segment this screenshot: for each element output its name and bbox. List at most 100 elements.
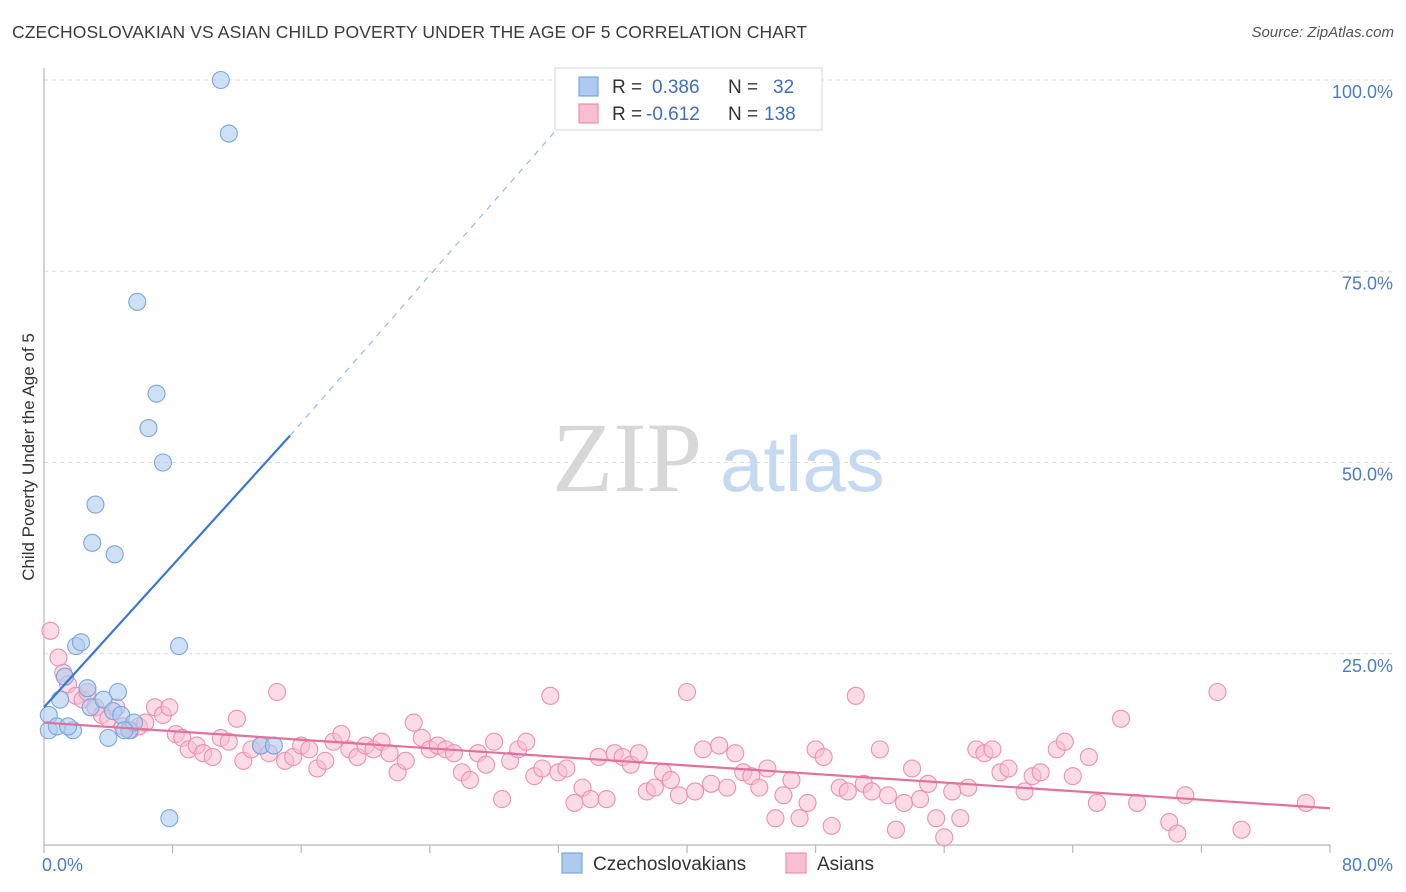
stats-r-label-pink: R =	[612, 104, 642, 125]
asians-point	[846, 686, 865, 705]
asians-point	[557, 759, 576, 778]
stats-swatch-blue	[578, 76, 599, 97]
legend-label-czechoslovakians: Czechoslovakians	[593, 854, 746, 875]
stats-n-value-blue: 32	[773, 77, 794, 98]
czechoslovakians-point	[264, 736, 283, 755]
watermark: ZIP atlas	[552, 402, 885, 513]
stats-n-label-pink: N =	[728, 104, 758, 125]
asians-point	[702, 774, 721, 793]
bottom-legend: Czechoslovakians Asians	[561, 852, 874, 875]
asians-point	[694, 740, 713, 759]
czechoslovakians-point	[59, 717, 78, 736]
asians-point	[1087, 793, 1106, 812]
asians-point	[894, 793, 914, 812]
asians-point	[460, 770, 480, 790]
asians-point	[1063, 767, 1082, 786]
czechoslovakians-point	[211, 70, 230, 90]
asians-point	[661, 770, 680, 790]
asians-point	[886, 820, 906, 839]
asians-point	[629, 744, 648, 763]
asians-point	[1111, 709, 1131, 728]
asians-point	[919, 774, 938, 793]
czechoslovakians-point	[86, 495, 105, 514]
asians-point	[878, 786, 897, 805]
czechoslovakians-point	[147, 384, 166, 403]
watermark-atlas: atlas	[720, 420, 885, 508]
asians-point	[565, 793, 584, 812]
czechoslovakians-point	[99, 728, 118, 747]
czechoslovakians-point	[108, 682, 127, 702]
asians-point	[1015, 782, 1034, 801]
asians-point	[750, 778, 769, 797]
czechoslovakians-point	[71, 633, 91, 652]
asians-point	[1128, 793, 1147, 812]
asians-point	[1168, 824, 1187, 843]
stats-r-value-blue: 0.386	[652, 77, 700, 98]
stats-r-label-blue: R =	[612, 77, 642, 98]
asians-point	[710, 736, 729, 755]
asians-point	[1176, 786, 1195, 805]
asians-point	[943, 782, 962, 801]
asians-point	[999, 759, 1018, 778]
czechoslovakians-point	[83, 533, 102, 552]
asians-point	[959, 778, 978, 797]
asians-point	[581, 790, 600, 809]
stats-swatch-pink	[578, 103, 599, 124]
asians-point	[1208, 682, 1227, 702]
asians-point	[444, 744, 463, 763]
asians-point	[822, 816, 841, 835]
grid-lines	[44, 79, 1395, 655]
asians-point	[41, 621, 60, 640]
watermark-zip: ZIP	[552, 402, 702, 513]
asians-point	[677, 682, 697, 702]
y-tick-label: 25.0%	[1342, 656, 1393, 676]
asians-point	[541, 686, 560, 705]
czechoslovakians-point	[78, 679, 97, 698]
asians-point	[49, 648, 68, 667]
czechoslovakians-point	[160, 809, 179, 828]
chart-title: CZECHOSLOVAKIAN VS ASIAN CHILD POVERTY U…	[12, 22, 808, 42]
legend-swatch-czechoslovakians	[561, 852, 583, 874]
asians-point	[316, 751, 335, 770]
asians-point	[902, 759, 922, 778]
asians-point	[227, 709, 246, 728]
czechoslovakians-point	[128, 292, 147, 311]
stats-n-label-blue: N =	[728, 77, 758, 98]
asians-point	[485, 732, 504, 751]
asians-point	[1031, 763, 1050, 782]
asians-point	[160, 698, 179, 717]
asians-point	[597, 790, 616, 809]
asians-point	[790, 809, 809, 828]
czechoslovakians-point	[115, 721, 134, 740]
tick-labels: 25.0% 50.0% 75.0% 100.0% 0.0% 80.0%	[42, 82, 1393, 875]
asians-point	[589, 747, 608, 767]
asians-point	[396, 751, 415, 770]
stats-box-frame	[554, 67, 823, 131]
asians-point	[718, 778, 737, 797]
czechoslovakians-point	[51, 690, 70, 709]
asians-point	[782, 770, 801, 790]
asians-point	[927, 809, 946, 828]
asians-point	[798, 793, 817, 812]
x-tick-label: 0.0%	[42, 855, 83, 875]
asians-point	[838, 782, 857, 801]
asians-point	[203, 747, 222, 767]
asians-point	[774, 786, 793, 805]
asians-point	[1079, 747, 1098, 767]
trend-lines	[43, 117, 1331, 810]
asians-point	[517, 732, 536, 751]
asians-trend-line	[43, 721, 1331, 810]
asians-point	[685, 782, 705, 801]
asians-point	[380, 744, 399, 763]
y-axis-title: Child Poverty Under the Age of 5	[19, 333, 38, 581]
asians-point	[404, 713, 423, 732]
y-tick-label: 100.0%	[1332, 82, 1393, 102]
asians-points	[41, 621, 1315, 847]
czechoslovakians-trend-line	[43, 434, 291, 709]
asians-point	[935, 828, 954, 847]
stats-box: R = 0.386 N = 32 R = -0.612 N = 138	[554, 67, 823, 131]
asians-point	[766, 809, 785, 828]
asians-point	[862, 782, 881, 801]
asians-point	[870, 740, 889, 759]
